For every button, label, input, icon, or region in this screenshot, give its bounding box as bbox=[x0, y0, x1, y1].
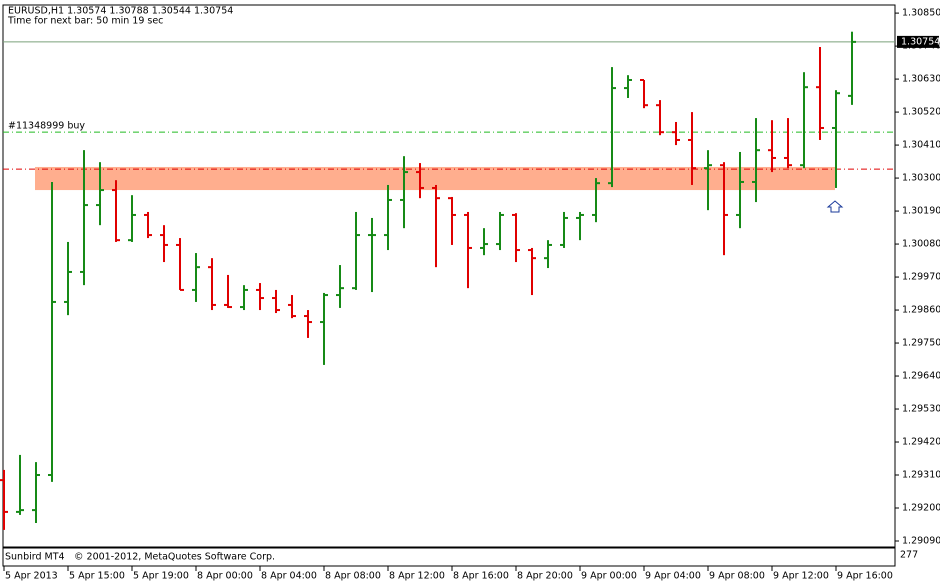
y-tick-label: 1.30300 bbox=[902, 173, 940, 184]
indicator-frame bbox=[2, 547, 896, 567]
price-box bbox=[897, 35, 939, 48]
x-tick-label: 8 Apr 00:00 bbox=[197, 571, 253, 582]
chart-subtitle: Time for next bar: 50 min 19 sec bbox=[7, 16, 163, 27]
x-tick-label: 5 Apr 15:00 bbox=[69, 571, 125, 582]
x-tick-label: 5 Apr 19:00 bbox=[133, 571, 189, 582]
y-tick-label: 1.29090 bbox=[902, 536, 940, 547]
x-tick-label: 9 Apr 08:00 bbox=[709, 571, 765, 582]
x-tick-label: 8 Apr 20:00 bbox=[517, 571, 573, 582]
x-tick-label: 8 Apr 04:00 bbox=[261, 571, 317, 582]
x-tick-label: 8 Apr 12:00 bbox=[389, 571, 445, 582]
indicator-label: 277 bbox=[900, 550, 918, 561]
y-tick-label: 1.30080 bbox=[902, 239, 940, 250]
y-tick-label: 1.30850 bbox=[902, 8, 940, 19]
plot-frame bbox=[2, 4, 896, 548]
y-tick-label: 1.30630 bbox=[902, 74, 940, 85]
chart-title: EURUSD,H1 1.30574 1.30788 1.30544 1.3075… bbox=[8, 6, 233, 17]
y-tick-label: 1.29750 bbox=[902, 338, 940, 349]
x-tick-label: 9 Apr 12:00 bbox=[773, 571, 829, 582]
footer-copyright: © 2001-2012, MetaQuotes Software Corp. bbox=[74, 552, 275, 563]
x-tick-label: 9 Apr 00:00 bbox=[581, 571, 637, 582]
layer: #11348999 buy bbox=[0, 31, 895, 530]
x-tick-label: 5 Apr 2013 bbox=[5, 571, 58, 582]
x-tick-label: 9 Apr 16:00 bbox=[837, 571, 893, 582]
x-tick-label: 9 Apr 04:00 bbox=[645, 571, 701, 582]
y-tick-label: 1.29310 bbox=[902, 470, 940, 481]
x-tick-label: 8 Apr 08:00 bbox=[325, 571, 381, 582]
y-tick-label: 1.29640 bbox=[902, 371, 940, 382]
footer-name: Sunbird MT4 bbox=[5, 552, 65, 563]
y-tick-label: 1.29530 bbox=[902, 404, 940, 415]
y-tick-label: 1.29200 bbox=[902, 503, 940, 514]
y-tick-label: 1.30520 bbox=[902, 107, 940, 118]
up-arrow bbox=[826, 200, 844, 213]
y-tick-label: 1.30410 bbox=[902, 140, 940, 151]
zone bbox=[35, 166, 835, 191]
y-tick-label: 1.29860 bbox=[902, 305, 940, 316]
y-tick-label: 1.29970 bbox=[902, 272, 940, 283]
x-tick-label: 8 Apr 16:00 bbox=[453, 571, 509, 582]
y-tick-label: 1.30190 bbox=[902, 206, 940, 217]
y-tick-label: 1.29420 bbox=[902, 437, 940, 448]
price-label: 1.30754 bbox=[901, 36, 940, 47]
level-label: #11348999 buy bbox=[8, 121, 85, 132]
